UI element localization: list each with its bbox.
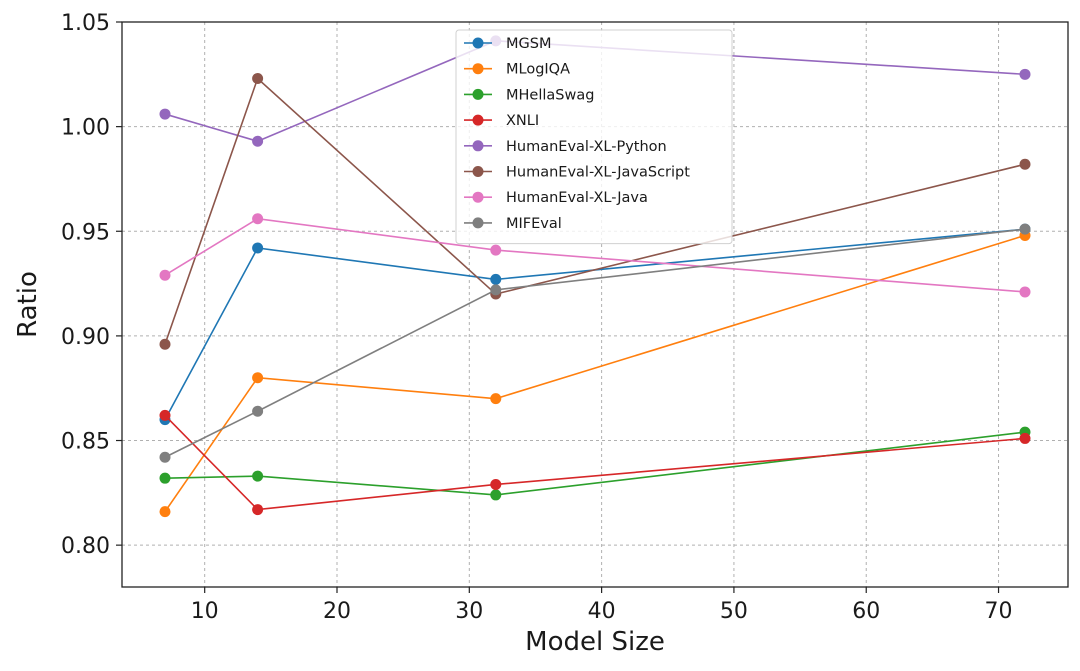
- legend-marker: [472, 37, 484, 49]
- data-point: [1019, 158, 1031, 170]
- series-group: [159, 35, 1031, 518]
- legend: MGSM MLogIQA MHellaSwag XNLI HumanEval-XL-Py…: [455, 29, 733, 245]
- data-point: [159, 506, 171, 518]
- y-axis-ticks: 0.80 0.85 0.90 0.95 1.00 1.05: [61, 11, 122, 559]
- legend-item: HumanEval-XL-Python: [464, 139, 667, 155]
- legend-label: MGSM: [506, 36, 551, 52]
- legend-label: MLogIQA: [506, 62, 570, 78]
- legend-marker: [472, 166, 484, 177]
- data-point: [252, 405, 264, 417]
- series-xnli: [159, 409, 1031, 516]
- y-tick-label: 0.80: [61, 534, 110, 559]
- legend-label: HumanEval-XL-Python: [506, 139, 667, 155]
- series-line: [164, 228, 1026, 420]
- data-point: [252, 372, 264, 384]
- series-humaneval-xl-java: [159, 213, 1031, 298]
- series-line: [164, 40, 1026, 143]
- series-mhellaswag: [159, 426, 1031, 501]
- series-mlogiqa: [159, 229, 1031, 518]
- legend-marker: [472, 114, 484, 126]
- series-line: [164, 77, 1026, 345]
- legend-marker: [472, 217, 484, 229]
- data-point: [159, 409, 171, 421]
- data-point: [1019, 286, 1031, 298]
- x-axis-ticks: 10 20 30 40 50 60 70: [191, 587, 1013, 624]
- data-point: [490, 489, 502, 501]
- data-point: [490, 393, 502, 405]
- data-point: [490, 244, 502, 256]
- y-tick-label: 0.95: [61, 220, 110, 245]
- data-point: [252, 135, 264, 147]
- data-point: [490, 478, 502, 490]
- legend-marker: [472, 63, 484, 75]
- y-tick-label: 1.00: [61, 116, 110, 141]
- legend-box: [455, 29, 733, 245]
- series-line: [164, 414, 1026, 511]
- x-tick-label: 40: [588, 599, 616, 624]
- data-point: [159, 472, 171, 484]
- y-tick-label: 1.05: [61, 11, 110, 36]
- data-point: [252, 73, 264, 84]
- legend-item: XNLI: [464, 113, 539, 129]
- data-point: [159, 269, 171, 281]
- y-axis-label: Ratio: [13, 271, 43, 338]
- legend-marker: [472, 88, 484, 100]
- data-point: [490, 284, 502, 296]
- data-point: [490, 273, 502, 285]
- legend-label: HumanEval-XL-Java: [506, 190, 648, 206]
- x-tick-label: 30: [455, 599, 483, 624]
- x-tick-label: 20: [323, 599, 351, 624]
- y-tick-label: 0.85: [61, 430, 110, 455]
- x-tick-label: 50: [720, 599, 748, 624]
- series-line: [164, 234, 1026, 513]
- series-mifeval: [159, 223, 1031, 463]
- series-line: [164, 431, 1026, 496]
- legend-label: MIFEval: [506, 216, 562, 232]
- plot-frame: [121, 21, 1069, 588]
- data-point: [252, 504, 264, 516]
- legend-item: MHellaSwag: [464, 87, 594, 103]
- y-tick-label: 0.90: [61, 325, 110, 350]
- legend-item: MIFEval: [464, 216, 562, 232]
- legend-item: HumanEval-XL-Java: [464, 190, 648, 206]
- data-point: [252, 242, 264, 254]
- legend-label: XNLI: [506, 113, 539, 129]
- legend-marker: [472, 191, 484, 203]
- series-line: [164, 228, 1026, 458]
- x-tick-label: 10: [191, 599, 219, 624]
- legend-label: MHellaSwag: [506, 87, 594, 103]
- x-tick-label: 60: [852, 599, 880, 624]
- series-line: [164, 217, 1026, 293]
- data-point: [252, 213, 264, 225]
- x-axis-label: Model Size: [525, 627, 665, 657]
- data-point: [1019, 432, 1031, 444]
- legend-item: MGSM: [464, 36, 551, 52]
- legend-item: HumanEval-XL-JavaScript: [464, 165, 690, 181]
- data-point: [252, 470, 264, 482]
- data-point: [159, 451, 171, 463]
- data-point: [1019, 223, 1031, 235]
- data-point: [1019, 68, 1031, 80]
- legend-label: HumanEval-XL-JavaScript: [506, 165, 690, 181]
- data-point: [159, 108, 171, 120]
- legend-marker: [472, 140, 484, 152]
- data-point: [159, 338, 171, 350]
- legend-item: MLogIQA: [464, 62, 570, 78]
- x-tick-label: 70: [985, 599, 1013, 624]
